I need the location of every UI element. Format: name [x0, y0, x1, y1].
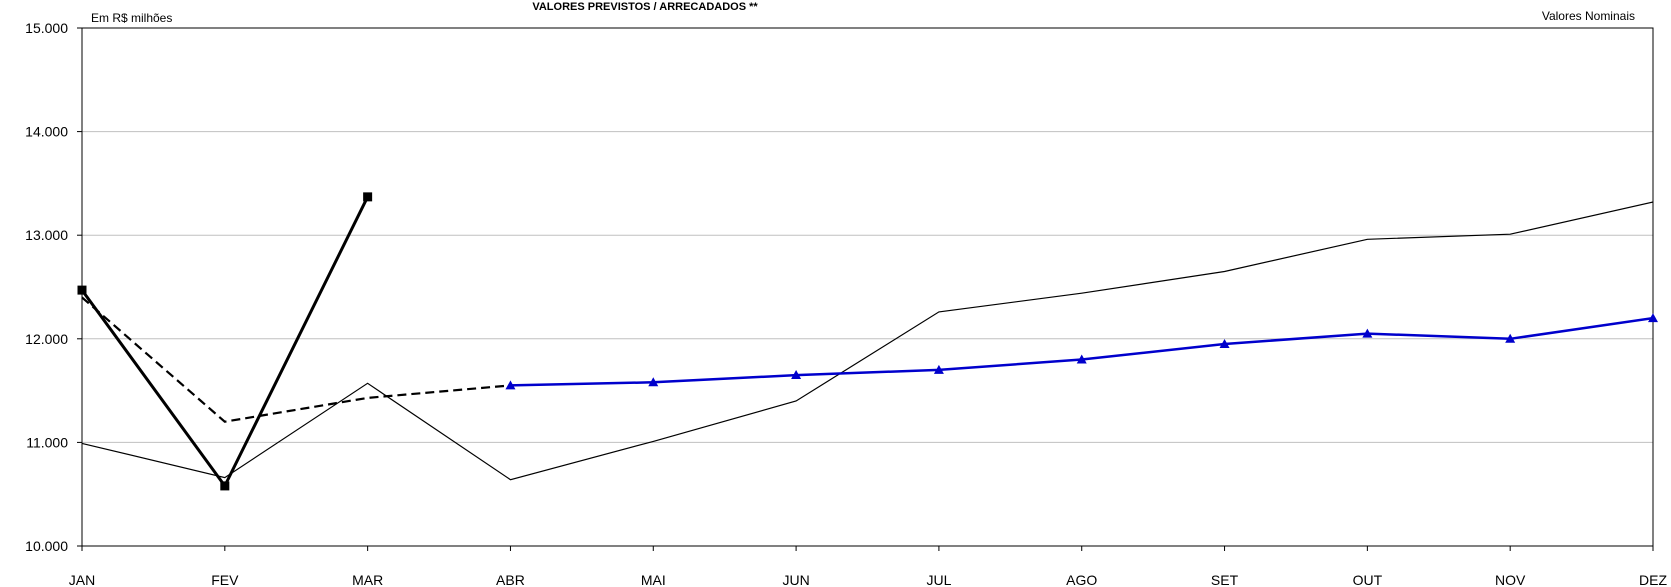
x-tick-label: JAN — [69, 572, 95, 587]
value-note: Valores Nominais — [1541, 9, 1635, 23]
y-tick-label: 15.000 — [25, 20, 68, 36]
y-tick-label: 13.000 — [25, 227, 68, 243]
y-tick-label: 12.000 — [25, 331, 68, 347]
chart-title: VALORES PREVISTOS / ARRECADADOS ** — [532, 1, 758, 13]
series-markers — [77, 192, 1658, 491]
plot-frame — [81, 27, 1654, 547]
gridlines — [82, 131, 1653, 443]
x-tick-label: JUN — [782, 572, 809, 587]
x-tick-label: JUL — [926, 572, 951, 587]
triangle-marker — [505, 380, 516, 390]
square-marker — [220, 481, 230, 491]
x-tick-label: MAR — [352, 572, 383, 587]
x-tick-label: NOV — [1495, 572, 1526, 587]
y-tick-label: 10.000 — [25, 538, 68, 554]
triangle-marker — [791, 370, 802, 380]
unit-note: Em R$ milhões — [91, 11, 173, 25]
x-tick-label: DEZ — [1639, 572, 1667, 587]
square-marker — [363, 192, 373, 202]
triangle-marker — [933, 364, 944, 374]
triangle-marker — [1505, 333, 1516, 343]
series-line-1 — [81, 201, 1654, 481]
triangle-marker — [1362, 328, 1373, 338]
x-tick-label: AGO — [1066, 572, 1097, 587]
series-line-4 — [510, 316, 1654, 387]
triangle-marker — [1648, 313, 1658, 323]
x-tick-label: FEV — [211, 572, 239, 587]
x-tick-label: MAI — [641, 572, 666, 587]
x-tick-label: OUT — [1353, 572, 1383, 587]
x-axis-ticks: JAN FEV MAR ABR MAI JUN JUL AGO SET OUT NOV DEZ — [69, 546, 1667, 587]
triangle-marker — [1219, 338, 1230, 348]
y-tick-label: 14.000 — [25, 124, 68, 140]
y-tick-label: 11.000 — [26, 434, 68, 450]
y-axis-ticks: 10.000 11.000 12.000 13.000 14.000 15.000 — [25, 20, 82, 554]
square-marker — [77, 285, 87, 295]
triangle-marker — [648, 377, 659, 387]
series-line-3 — [81, 296, 511, 423]
x-tick-label: ABR — [496, 572, 525, 587]
x-tick-label: SET — [1211, 572, 1239, 587]
triangle-marker — [1076, 354, 1087, 364]
